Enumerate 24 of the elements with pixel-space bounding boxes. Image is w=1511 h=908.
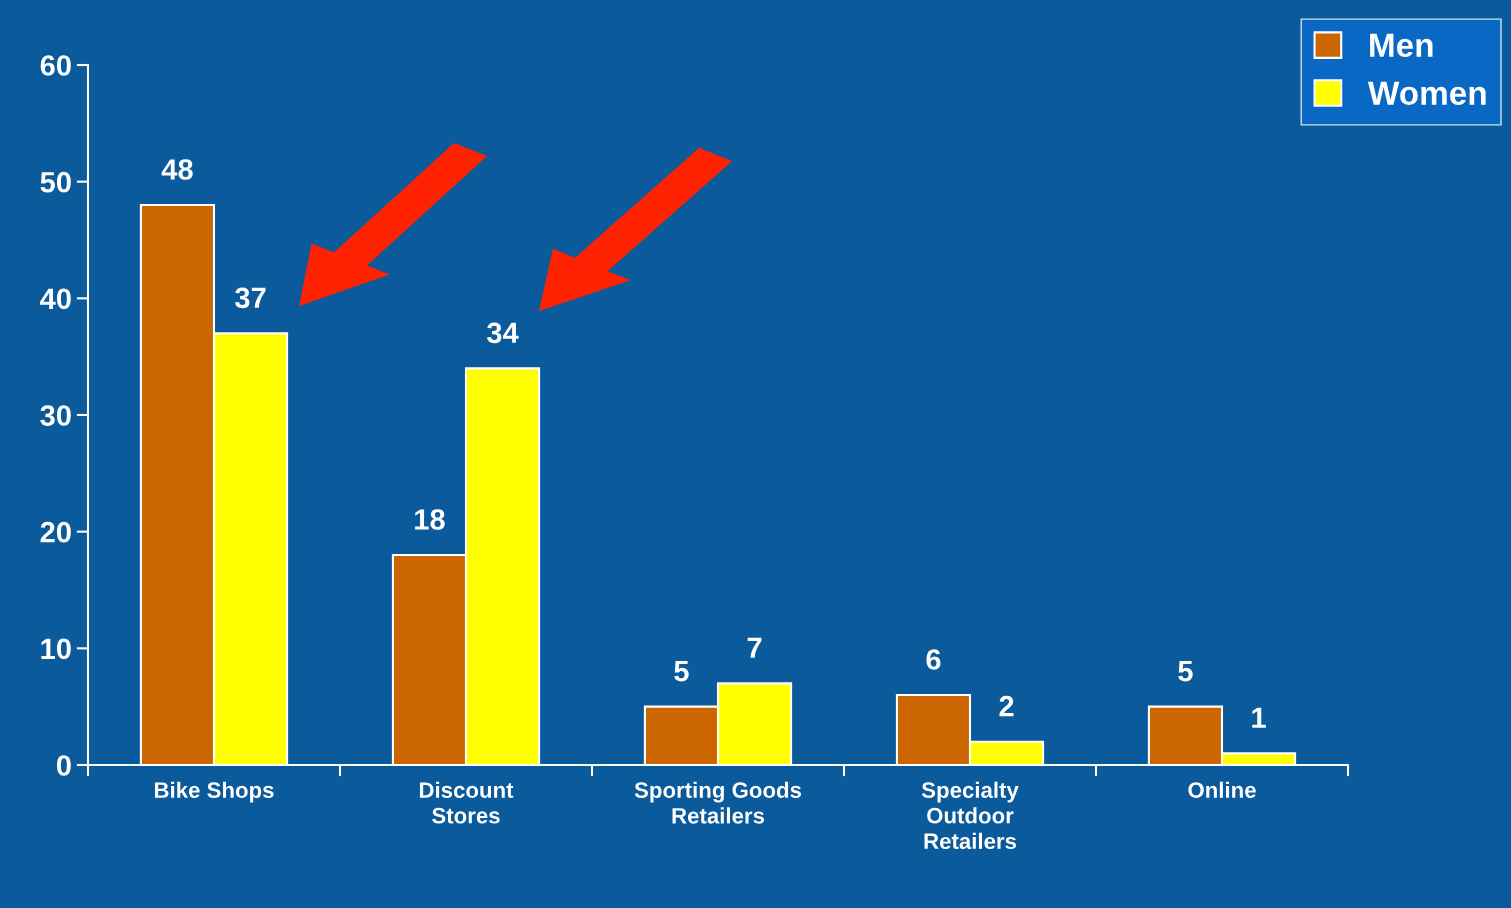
data-label: 2 bbox=[999, 695, 1014, 717]
data-label: 1 bbox=[1252, 707, 1266, 728]
data-label: 48 bbox=[161, 159, 193, 180]
x-tick-label: Online bbox=[1188, 781, 1256, 798]
x-tick-label: Discount Stores bbox=[419, 781, 514, 824]
y-tick-label: 60 bbox=[40, 55, 71, 76]
x-tick-label: Bike Shops bbox=[154, 781, 274, 803]
y-tick-label: 20 bbox=[40, 521, 71, 543]
x-tick-label: Specialty Outdoor Retailers bbox=[921, 781, 1019, 850]
y-tick-label: 50 bbox=[40, 171, 71, 193]
data-label: 6 bbox=[926, 649, 941, 670]
y-tick-label: 10 bbox=[41, 638, 71, 660]
y-tick-label: 30 bbox=[40, 405, 71, 426]
y-tick-label: 0 bbox=[56, 755, 71, 776]
data-label: 18 bbox=[415, 509, 445, 530]
data-label: 7 bbox=[747, 637, 762, 658]
data-label: 5 bbox=[1178, 661, 1193, 682]
y-tick-label: 40 bbox=[40, 288, 71, 310]
legend-label: Women bbox=[1367, 81, 1486, 105]
x-tick-label: Sporting Goods Retailers bbox=[634, 781, 802, 824]
data-label: 37 bbox=[234, 287, 266, 309]
data-label: 34 bbox=[486, 322, 519, 344]
data-label: 5 bbox=[674, 661, 689, 682]
legend-label: Men bbox=[1370, 33, 1433, 58]
